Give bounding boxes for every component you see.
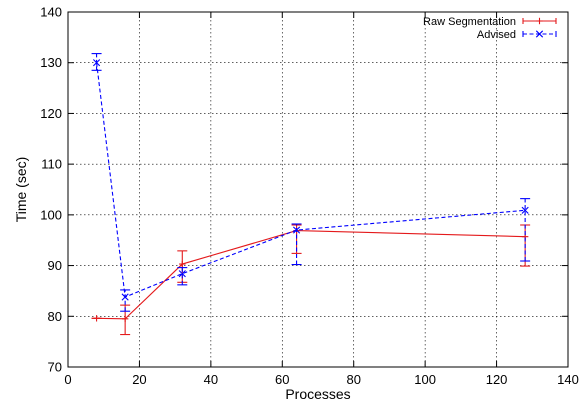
data-point-advised (292, 226, 301, 234)
y-tick-label: 130 (40, 55, 62, 70)
data-point-raw-segmentation (179, 260, 186, 268)
data-point-raw-segmentation (121, 315, 129, 323)
y-tick-label: 120 (40, 106, 62, 121)
legend-marker-raw-segmentation (536, 17, 543, 25)
error-bar-advised (520, 198, 531, 262)
tick-labels: 0 20 40 60 80 100 120 140 70 80 90 100 110 120 130 140 (40, 5, 579, 388)
x-tick-label: 120 (486, 372, 508, 387)
data-point-advised (521, 206, 529, 214)
legend-label-raw-segmentation: Raw Segmentation (423, 16, 516, 28)
data-point-advised (92, 59, 101, 67)
data-point-advised (121, 293, 129, 301)
axis-ticks (67, 11, 569, 368)
y-tick-label: 140 (40, 5, 62, 20)
y-tick-label: 80 (48, 309, 62, 324)
series-layer (91, 53, 531, 336)
grid-lines (68, 12, 568, 367)
x-tick-label: 0 (64, 372, 71, 387)
x-axis-label: Processes (285, 386, 350, 402)
x-tick-label: 40 (204, 372, 218, 387)
series-advised (91, 53, 531, 312)
y-tick-label: 70 (48, 360, 62, 375)
plot-area-frame (67, 11, 569, 368)
x-tick-label: 60 (275, 372, 289, 387)
x-tick-label: 140 (557, 372, 579, 387)
legend-label-advised: Advised (477, 29, 516, 41)
x-tick-label: 80 (346, 372, 360, 387)
series-line-raw-segmentation (96, 230, 526, 320)
y-axis-label: Time (sec) (13, 157, 29, 223)
data-point-raw-segmentation (93, 315, 100, 322)
series-line-advised (96, 62, 526, 298)
data-point-advised (178, 270, 186, 278)
x-tick-label: 100 (414, 372, 436, 387)
y-tick-label: 100 (40, 207, 62, 222)
series-raw-segmentation (91, 224, 531, 336)
legend-swatch-raw-segmentation (522, 17, 557, 25)
error-bar-advised (120, 289, 131, 312)
legend: Raw Segmentation Advised (423, 16, 557, 41)
error-bar-advised (177, 267, 188, 286)
y-tick-label: 90 (48, 258, 62, 273)
x-tick-label: 20 (132, 372, 146, 387)
legend-marker-advised (535, 30, 544, 38)
y-tick-label: 110 (41, 157, 62, 172)
legend-swatch-advised (522, 30, 557, 38)
